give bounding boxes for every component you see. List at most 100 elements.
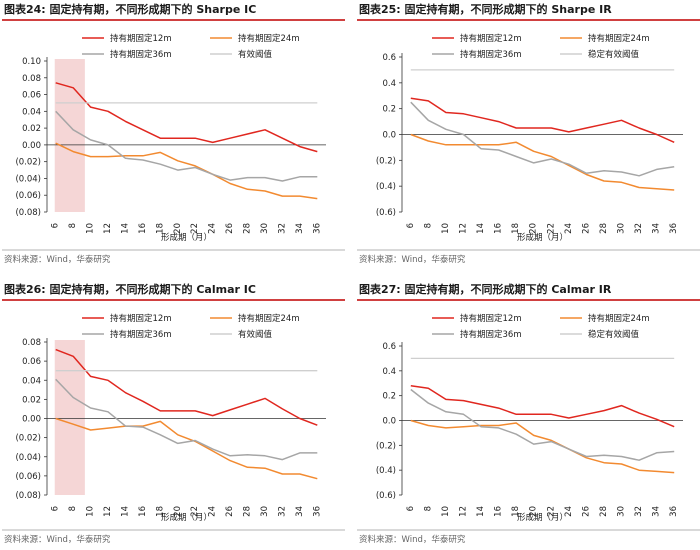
y-tick-label: 0.2 [382, 105, 396, 115]
series-line-holding_24m [410, 133, 675, 191]
x-tick-label: 12 [458, 223, 468, 234]
x-tick-label: 20 [529, 223, 539, 234]
y-tick-label: 0.06 [22, 357, 41, 367]
chart-panel-1: 图表24: 固定持有期，不同形成期下的 Sharpe IC 0.10 0.08 0.0… [2, 2, 345, 265]
y-tick-label: 0.00 [22, 141, 41, 151]
series-line-holding_36m [410, 388, 675, 461]
x-tick-label: 6 [406, 506, 416, 511]
legend-label: 有效阈值 [238, 49, 273, 60]
highlight-band [54, 340, 85, 495]
x-tick-label: 8 [68, 223, 78, 228]
x-axis-title: 形成期（月） [161, 232, 212, 243]
x-tick-label: 14 [476, 506, 486, 517]
x-tick-label: 12 [103, 223, 113, 234]
y-tick-label: (0.06) [15, 191, 41, 201]
x-tick-label: 22 [546, 223, 556, 234]
y-tick-label: 0.10 [22, 57, 41, 67]
x-tick-label: 18 [511, 223, 521, 234]
x-tick-label: 26 [225, 506, 235, 517]
x-tick-label: 26 [581, 506, 591, 517]
x-tick-label: 6 [406, 223, 416, 228]
legend-label: 持有期固定12m [110, 33, 172, 44]
x-tick-label: 10 [441, 506, 451, 517]
x-tick-label: 24 [208, 506, 218, 517]
y-tick-label: (0.02) [15, 434, 41, 444]
x-tick-label: 30 [617, 506, 627, 517]
series-line-holding_36m [55, 378, 318, 461]
x-axis-title: 形成期（月） [161, 512, 212, 523]
legend-label: 持有期固定24m [238, 33, 300, 44]
y-tick-label: (0.6) [376, 491, 396, 501]
x-tick-label: 18 [511, 506, 521, 517]
y-tick-label: 0.08 [22, 338, 41, 348]
y-tick-label: (0.04) [15, 174, 41, 184]
x-tick-label: 14 [120, 506, 130, 517]
chart-title: 图表24: 固定持有期，不同形成期下的 Sharpe IC [4, 2, 256, 16]
y-tick-label: 0.2 [382, 392, 396, 402]
highlight-band [54, 59, 85, 212]
x-tick-label: 22 [546, 506, 556, 517]
x-tick-label: 36 [669, 506, 679, 517]
x-tick-label: 24 [564, 506, 574, 517]
x-tick-label: 32 [634, 223, 644, 234]
legend-label: 持有期固定36m [110, 329, 172, 340]
series-line-holding_36m [410, 101, 675, 177]
x-tick-label: 20 [173, 223, 183, 234]
y-tick-label: (0.04) [15, 453, 41, 463]
x-tick-label: 14 [120, 223, 130, 234]
x-tick-label: 16 [494, 223, 504, 234]
x-tick-label: 32 [277, 506, 287, 517]
y-tick-label: (0.06) [15, 472, 41, 482]
series-line-holding_12m [410, 97, 675, 143]
x-tick-label: 28 [599, 506, 609, 517]
x-tick-label: 24 [208, 223, 218, 234]
chart-title: 图表27: 固定持有期，不同形成期下的 Calmar IR [359, 282, 612, 296]
y-tick-label: 0.06 [22, 91, 41, 101]
y-tick-label: 0.0 [382, 417, 396, 427]
x-tick-label: 22 [190, 223, 200, 234]
y-tick-label: 0.6 [382, 53, 396, 63]
y-tick-label: 0.00 [22, 415, 41, 425]
legend-label: 持有期固定24m [588, 33, 650, 44]
y-tick-label: 0.02 [22, 395, 41, 405]
y-tick-label: (0.02) [15, 158, 41, 168]
chart-panel-2: 图表25: 固定持有期，不同形成期下的 Sharpe IR 0.6 0.4 0.2 0.… [357, 2, 700, 265]
y-tick-label: 0.04 [22, 376, 41, 386]
x-tick-label: 6 [51, 506, 61, 511]
series-line-holding_12m [55, 82, 318, 153]
y-tick-label: (0.08) [15, 491, 41, 501]
y-tick-label: (0.2) [376, 441, 396, 451]
x-tick-label: 32 [634, 506, 644, 517]
y-tick-label: 0.04 [22, 107, 41, 117]
x-tick-label: 20 [529, 506, 539, 517]
series-line-holding_24m [410, 419, 675, 474]
legend-label: 稳定有效阈值 [588, 49, 640, 60]
series-line-holding_24m [55, 417, 318, 480]
x-tick-label: 18 [155, 506, 165, 517]
y-tick-label: 0.0 [382, 131, 396, 141]
x-tick-label: 8 [423, 223, 433, 228]
source-note: 资料来源：Wind，华泰研究 [359, 254, 466, 265]
legend-label: 有效阈值 [238, 329, 273, 340]
x-tick-label: 10 [86, 223, 96, 234]
y-tick-label: (0.4) [376, 182, 396, 192]
legend-label: 持有期固定36m [110, 49, 172, 60]
x-tick-label: 12 [458, 506, 468, 517]
x-tick-label: 34 [295, 223, 305, 234]
x-tick-label: 20 [173, 506, 183, 517]
legend-label: 持有期固定12m [460, 313, 522, 324]
series-line-holding_36m [55, 110, 318, 182]
x-tick-label: 36 [669, 223, 679, 234]
legend-label: 持有期固定12m [110, 313, 172, 324]
x-tick-label: 32 [277, 223, 287, 234]
x-tick-label: 34 [652, 506, 662, 517]
x-tick-label: 26 [581, 223, 591, 234]
x-tick-label: 36 [312, 223, 322, 234]
x-axis-title: 形成期（月） [517, 512, 568, 523]
y-tick-label: 0.02 [22, 124, 41, 134]
series-line-holding_12m [410, 384, 675, 428]
source-note: 资料来源：Wind，华泰研究 [359, 534, 466, 545]
chart-panel-3: 图表26: 固定持有期，不同形成期下的 Calmar IC 0.08 0.06 0.0… [2, 282, 345, 545]
y-tick-label: (0.08) [15, 208, 41, 218]
